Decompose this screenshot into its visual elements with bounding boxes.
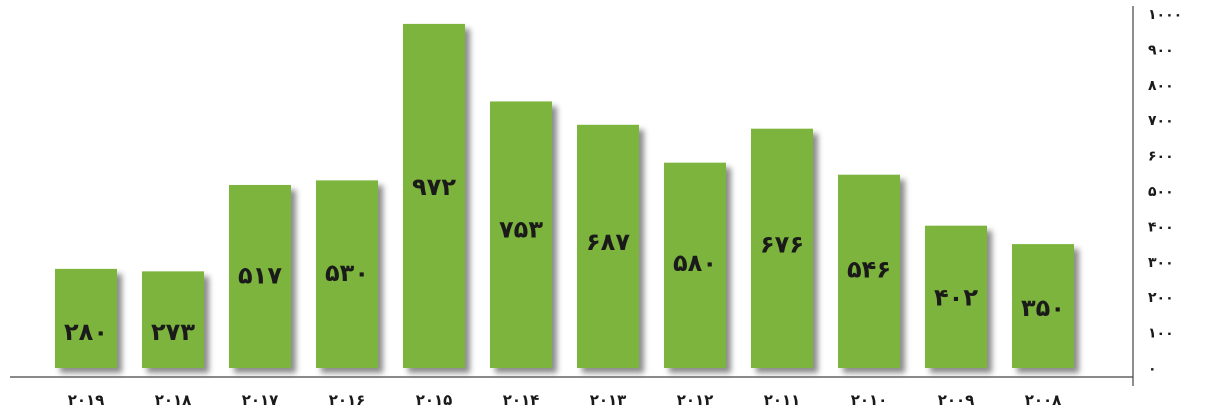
bar-value-label-2: ۵۱۷	[238, 261, 282, 289]
bar-8	[751, 128, 813, 368]
x-tick-label-6: ۲۰۱۳	[590, 391, 627, 409]
bar-value-label-1: ۲۷۳	[151, 318, 195, 346]
bar-value-label-11: ۳۵۰	[1021, 294, 1065, 322]
bar-value-label-0: ۲۸۰	[64, 318, 108, 346]
y-tick-label-2: ۲۰۰	[1148, 290, 1174, 306]
bar-labels-layer: ۲۸۰ ۲۷۳ ۵۱۷ ۵۳۰ ۹۷۲ ۷۵۳ ۶۸۷ ۵۸۰ ۶۷۶ ۵۴۶ ۴۰۲ ۳۵۰	[64, 173, 1065, 346]
bar-value-label-10: ۴۰۲	[934, 284, 978, 312]
x-tick-label-2: ۲۰۱۷	[242, 391, 279, 409]
y-tick-label-8: ۸۰۰	[1148, 78, 1174, 94]
bar-value-label-8: ۶۷۶	[760, 230, 804, 258]
bar-7	[664, 162, 726, 368]
x-tick-label-11: ۲۰۰۸	[1025, 391, 1062, 409]
x-tick-label-1: ۲۰۱۸	[155, 391, 192, 409]
y-tick-label-4: ۴۰۰	[1148, 219, 1174, 235]
y-tick-label-0: ۰	[1148, 361, 1157, 377]
x-tick-labels: ۲۰۱۹ ۲۰۱۸ ۲۰۱۷ ۲۰۱۶ ۲۰۱۵ ۲۰۱۴ ۲۰۱۳ ۲۰۱۲ ۲۰۱۱ ۲۰۱۰…	[68, 391, 1062, 409]
bar-value-label-7: ۵۸۰	[673, 249, 717, 277]
bars-layer	[55, 23, 1074, 369]
y-tick-label-9: ۹۰۰	[1148, 42, 1174, 58]
bar-6	[577, 124, 639, 368]
y-tick-label-7: ۷۰۰	[1148, 113, 1174, 129]
x-tick-label-9: ۲۰۱۰	[851, 391, 888, 409]
x-tick-label-10: ۲۰۰۹	[938, 391, 975, 409]
bar-value-label-6: ۶۸۷	[586, 228, 630, 256]
bar-9	[838, 174, 900, 368]
bar-10	[925, 225, 987, 368]
x-tick-label-8: ۲۰۱۱	[764, 391, 801, 409]
y-tick-labels: ۰ ۱۰۰ ۲۰۰ ۳۰۰ ۴۰۰ ۵۰۰ ۶۰۰ ۷۰۰ ۸۰۰ ۹۰۰ ۱۰۰۰	[1148, 7, 1182, 377]
bar-3	[316, 180, 378, 368]
x-tick-label-3: ۲۰۱۶	[329, 391, 366, 409]
bar-5	[490, 101, 552, 369]
x-tick-label-7: ۲۰۱۲	[677, 391, 714, 409]
x-tick-label-4: ۲۰۱۵	[416, 391, 453, 409]
y-tick-label-5: ۵۰۰	[1148, 184, 1174, 200]
bar-0	[55, 268, 117, 368]
bar-1	[142, 271, 204, 368]
y-tick-label-6: ۶۰۰	[1148, 149, 1174, 165]
bar-value-label-5: ۷۵۳	[499, 215, 543, 243]
bar-11	[1012, 244, 1074, 368]
y-tick-label-3: ۳۰۰	[1148, 255, 1174, 271]
bar-value-label-9: ۵۴۶	[847, 256, 891, 284]
y-tick-label-1: ۱۰۰	[1148, 326, 1174, 342]
y-tick-label-10: ۱۰۰۰	[1148, 7, 1182, 23]
bar-2	[229, 184, 291, 368]
bar-4	[403, 23, 465, 369]
bar-value-label-4: ۹۷۲	[412, 173, 456, 201]
x-tick-label-5: ۲۰۱۴	[503, 391, 540, 409]
x-tick-label-0: ۲۰۱۹	[68, 391, 105, 409]
bar-value-label-3: ۵۳۰	[325, 259, 369, 287]
